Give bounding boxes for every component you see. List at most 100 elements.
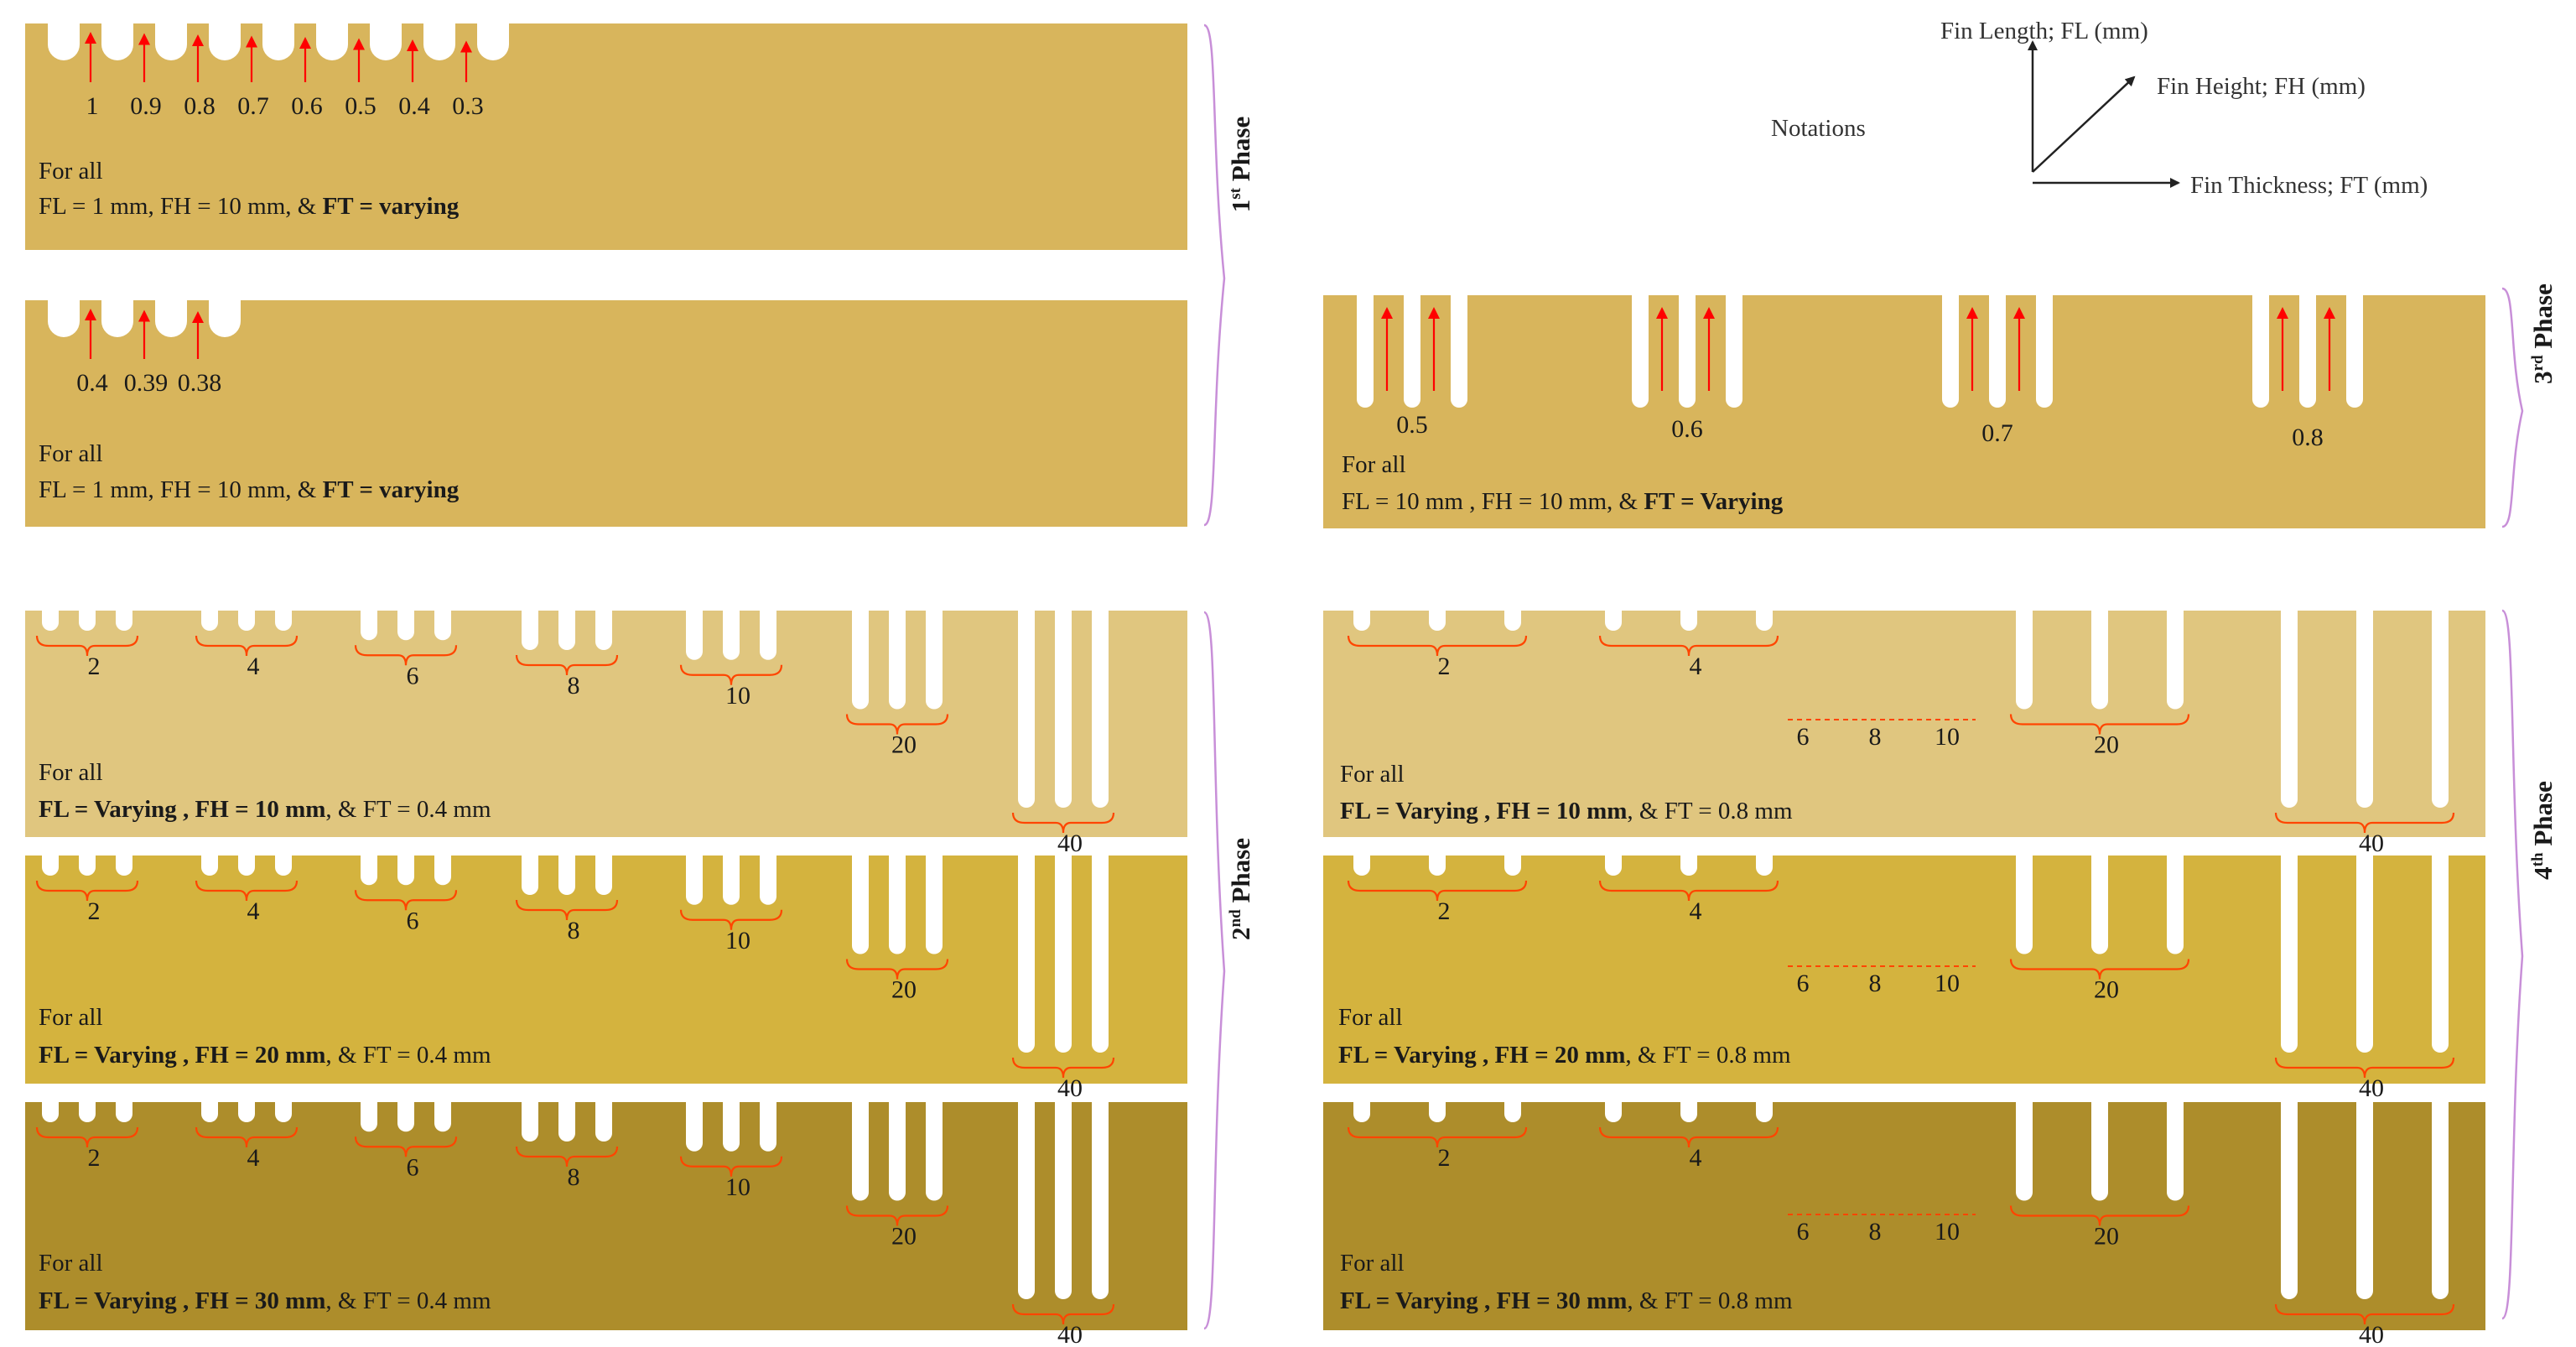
notations-legend: Notations Fin Length; FL (mm) Fin Height…	[1771, 18, 2428, 199]
fin-slot	[2281, 611, 2298, 808]
fin-group-brace	[679, 909, 783, 930]
fin-slot	[1429, 1102, 1446, 1122]
fin-slot	[760, 1102, 776, 1152]
fin-slot	[1018, 611, 1035, 808]
fin-group-brace	[1347, 1126, 1528, 1148]
fin-value-label: 40	[2359, 1321, 2384, 1347]
fin-slot	[1605, 1102, 1622, 1122]
fin-slot	[1942, 295, 1959, 408]
fin-slot	[558, 856, 575, 895]
fin-value-label: 8	[568, 672, 580, 700]
fin-slot	[275, 611, 292, 631]
fin-value-label: 20	[2094, 1223, 2119, 1251]
for-all-text: For all	[39, 759, 103, 786]
fin-slot	[723, 856, 740, 905]
fin-slots	[42, 611, 1109, 808]
fin-slot	[1504, 1102, 1521, 1122]
fin-group-brace	[845, 714, 949, 735]
fin-slot	[1018, 1102, 1035, 1299]
fin-slot	[1429, 611, 1446, 631]
fin-value-label: 40	[1057, 1074, 1083, 1102]
fin-value-label: 0.7	[237, 92, 269, 120]
fin-value-label: 2	[88, 653, 101, 680]
fin-slots	[42, 1102, 1109, 1299]
fin-length-labels: 2 4 6 8 10 20 40	[88, 1144, 1083, 1347]
fin-slot	[1092, 856, 1109, 1053]
fin-value-label: 20	[891, 1223, 917, 1251]
fin-slot	[1605, 856, 1622, 876]
fin-thickness-label: Fin Thickness; FT (mm)	[2190, 172, 2428, 199]
fin-value-label: 20	[891, 731, 917, 759]
fin-value-label: 0.3	[452, 92, 484, 120]
fin-slot	[1756, 1102, 1773, 1122]
fin-value-label: 10	[1935, 970, 1960, 997]
fin-group-brace	[195, 635, 299, 657]
fin-slot	[2016, 856, 2033, 954]
fin-slot	[42, 856, 59, 876]
fin-arrow-head	[1703, 307, 1715, 319]
fin-value-label: 6	[407, 662, 419, 689]
plate-phase2-b: 2 4 6 8 10 20 40 For all FL = Varying , FH = 2…	[25, 856, 1187, 1102]
fin-group-braces	[1347, 635, 2455, 834]
fin-slot	[686, 1102, 703, 1152]
fin-slot	[201, 611, 218, 631]
fin-slot	[370, 23, 402, 60]
fin-slot	[361, 611, 377, 641]
fin-group-brace	[845, 1205, 949, 1226]
plate-caption: FL = Varying , FH = 30 mm, & FT = 0.4 mm	[39, 1287, 491, 1314]
fin-group-brace	[35, 880, 139, 902]
plate-caption: FL = 1 mm, FH = 10 mm, & FT = varying	[39, 476, 460, 503]
fin-slot	[155, 300, 187, 337]
fin-group-brace	[679, 1156, 783, 1177]
fin-value-label: 4	[247, 897, 260, 925]
fin-slot	[2356, 1102, 2373, 1299]
fin-group-brace	[354, 645, 458, 666]
fin-slot	[2036, 295, 2053, 408]
fin-slot	[2299, 295, 2316, 408]
fin-group-brace	[2009, 959, 2190, 980]
fin-slot	[238, 611, 255, 631]
fin-value-label: 6	[407, 907, 419, 934]
fin-slot	[1756, 856, 1773, 876]
fin-arrow-head	[407, 39, 418, 51]
fin-slot	[42, 611, 59, 631]
fin-group-braces	[35, 1126, 1115, 1325]
fin-slot	[361, 856, 377, 886]
fin-group-brace	[1598, 1126, 1779, 1148]
fin-value-label: 20	[891, 976, 917, 1004]
fin-slot	[79, 1102, 96, 1122]
fin-slot	[434, 611, 451, 641]
fin-slot	[397, 611, 414, 641]
fin-slot	[275, 856, 292, 876]
fin-slot	[1679, 295, 1696, 408]
fin-value-label: 8	[568, 1163, 580, 1191]
fin-slot	[558, 611, 575, 650]
for-all-text: For all	[39, 1004, 103, 1031]
fin-slot	[2252, 295, 2269, 408]
fin-slot	[1605, 611, 1622, 631]
plate-caption: FL = Varying , FH = 10 mm, & FT = 0.4 mm	[39, 796, 491, 823]
fin-value-label: 2	[1438, 897, 1451, 925]
fin-slot	[2091, 1102, 2108, 1201]
fin-slot	[2346, 295, 2363, 408]
fin-value-label: 2	[88, 897, 101, 925]
phase4-bracket	[2501, 609, 2524, 1320]
plate-phase1-a: 1 0.9 0.8 0.7 0.6 0.5 0.4 0.3 For all FL = 1 mm…	[25, 23, 1187, 250]
fin-value-label: 10	[1935, 723, 1960, 751]
fin-slot	[1504, 611, 1521, 631]
fin-slot	[595, 1102, 612, 1142]
fin-value-label: 4	[1690, 897, 1702, 925]
plate-body	[25, 300, 1187, 527]
fin-slot	[686, 856, 703, 905]
fin-arrow-head	[138, 33, 150, 45]
fin-value-label: 0.7	[1981, 419, 2013, 447]
fin-value-label: 0.6	[291, 92, 323, 120]
fin-slot	[2356, 856, 2373, 1053]
fin-slot	[2167, 856, 2184, 954]
fin-arrow-head	[299, 37, 311, 49]
plate-body	[25, 23, 1187, 250]
fin-slot	[1632, 295, 1649, 408]
fin-arrow-head	[85, 309, 96, 320]
fin-slot	[155, 23, 187, 60]
fin-group-braces	[35, 880, 1115, 1079]
